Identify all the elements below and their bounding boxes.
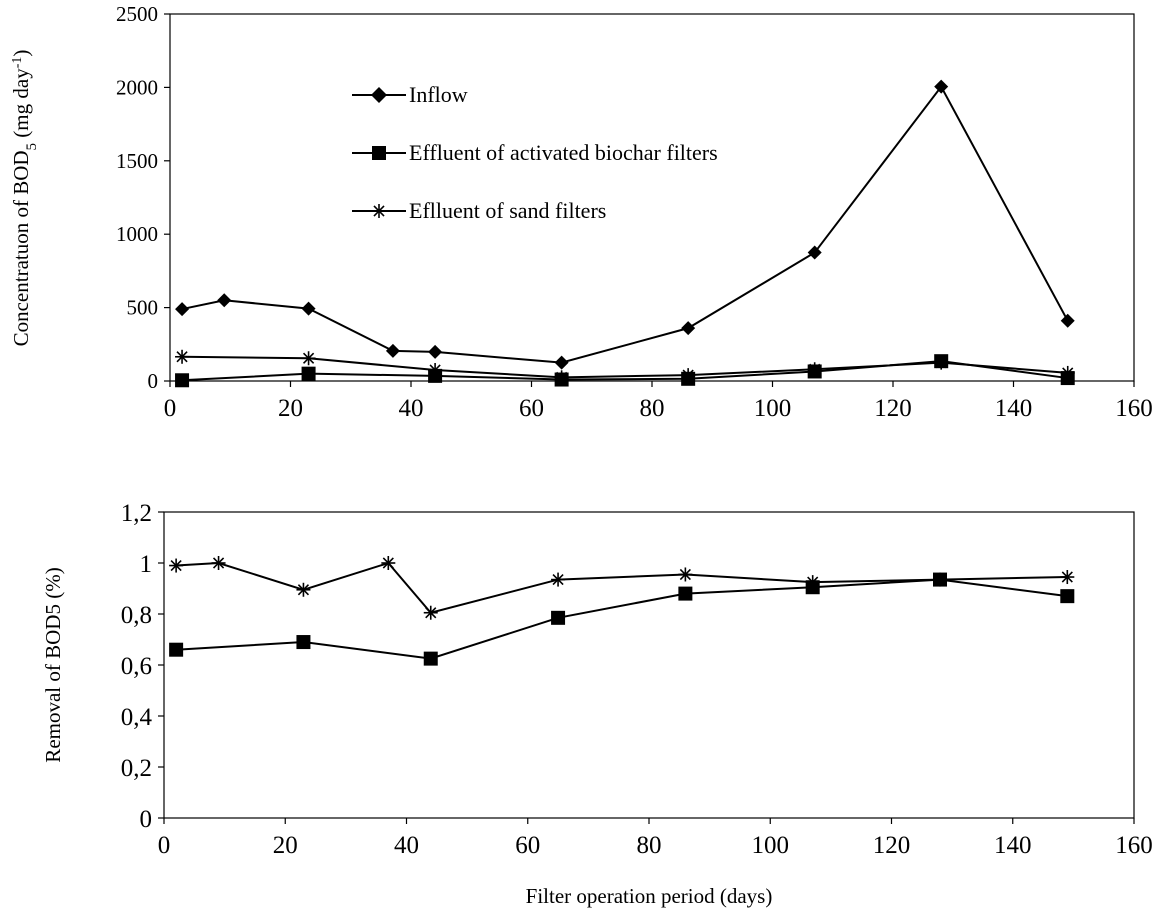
x-tick-label: 160 [1115, 395, 1153, 422]
data-point-square [301, 366, 316, 381]
x-tick-label: 0 [164, 395, 177, 422]
x-tick-label: 0 [158, 832, 171, 859]
data-point-diamond [175, 302, 190, 317]
data-point-asterisk [551, 572, 566, 587]
series-asterisk [169, 556, 1075, 620]
series-asterisk [175, 349, 1075, 385]
x-tick-label: 80 [637, 832, 662, 859]
legend-entry-sand: Eflluent of sand filters [352, 198, 606, 223]
series-line [181, 84, 1069, 364]
data-point-asterisk [554, 370, 569, 385]
data-point-square [933, 572, 947, 587]
plot-area-frame [163, 511, 1135, 819]
data-point-asterisk [301, 351, 316, 366]
data-point-diamond [934, 79, 949, 94]
y-tick-label: 0,6 [121, 653, 152, 680]
data-point-square [296, 635, 311, 650]
x-tick-label: 40 [394, 832, 419, 859]
data-point-asterisk [296, 582, 311, 597]
legend-label: Effluent of activated biochar filters [409, 140, 718, 165]
x-tick-label: 100 [754, 395, 792, 422]
data-point-square [169, 642, 184, 657]
data-point-square [423, 651, 438, 666]
series-line [176, 578, 1068, 660]
x-axis-label: Filter operation period (days) [526, 884, 773, 908]
data-point-asterisk [1060, 365, 1075, 380]
y-tick-label: 1 [140, 551, 153, 578]
bod-removal-chart: 00,20,40,60,811,2 0 20 40 60 80 100 120 140 160 … [41, 500, 1153, 908]
data-point-diamond [428, 344, 443, 359]
data-point-asterisk [428, 362, 443, 377]
data-point-asterisk [678, 567, 693, 582]
y-tick-label: 500 [127, 296, 159, 320]
x-tick-label: 120 [874, 395, 912, 422]
series-line [182, 355, 1068, 379]
data-point-square [175, 373, 190, 388]
y-tick-label: 1,2 [121, 500, 152, 527]
legend-label: Inflow [409, 82, 468, 107]
data-point-asterisk [934, 355, 949, 370]
square-marker [372, 146, 386, 160]
x-tick-label: 60 [519, 395, 544, 422]
data-point-diamond [217, 293, 232, 308]
y-tick-label: 0 [140, 806, 153, 833]
legend-entry-inflow: Inflow [352, 82, 468, 107]
series-line [176, 561, 1068, 614]
y-tick-label: 0 [148, 369, 159, 393]
data-point-square [805, 580, 820, 595]
plot-area-frame [169, 13, 1135, 382]
x-tick-label: 100 [752, 832, 790, 859]
data-point-diamond [807, 245, 822, 260]
data-point-asterisk [423, 605, 438, 620]
diamond-marker [371, 87, 387, 103]
data-point-asterisk [175, 349, 190, 364]
bod-concentration-chart: 0 500 1000 1500 2000 2500 0 20 40 60 80 100 120 140 1… [9, 2, 1153, 422]
data-point-asterisk [169, 558, 184, 573]
series-square [169, 572, 1075, 666]
x-tick-label: 20 [273, 832, 298, 859]
x-tick-label: 20 [278, 395, 303, 422]
asterisk-marker [372, 204, 386, 218]
y-tick-label: 2000 [116, 75, 158, 99]
y-tick-label: 1000 [116, 222, 158, 246]
x-tick-label: 140 [995, 395, 1033, 422]
data-point-asterisk [1060, 570, 1075, 585]
data-point-asterisk [372, 204, 386, 218]
data-point-diamond [681, 321, 696, 336]
data-point-asterisk [807, 362, 822, 377]
y-tick-label: 1500 [116, 149, 158, 173]
x-tick-label: 60 [515, 832, 540, 859]
x-tick-label: 80 [640, 395, 665, 422]
y-axis-label: Removal of BOD5 (%) [41, 567, 65, 762]
data-point-asterisk [381, 556, 396, 570]
legend-label: Eflluent of sand filters [409, 198, 606, 223]
y-tick-label: 0,8 [121, 602, 152, 629]
legend-entry-biochar: Effluent of activated biochar filters [352, 140, 718, 165]
data-point-square [551, 610, 566, 625]
y-tick-label: 0,4 [121, 704, 153, 731]
data-point-square [678, 586, 693, 601]
data-point-asterisk [681, 368, 696, 383]
data-point-square [1060, 589, 1075, 604]
x-tick-label: 160 [1115, 832, 1153, 859]
y-axis-label: Concentratuon of BOD5 (mg day-1) [9, 50, 40, 347]
data-point-diamond [1060, 313, 1075, 328]
legend: Inflow Effluent of activated biochar fil… [352, 82, 718, 223]
y-tick-label: 0,2 [121, 755, 152, 782]
x-tick-label: 40 [399, 395, 424, 422]
x-tick-label: 140 [994, 832, 1032, 859]
data-point-diamond [554, 355, 569, 370]
y-tick-label: 2500 [116, 2, 158, 26]
x-tick-label: 120 [873, 832, 911, 859]
data-point-diamond [385, 343, 400, 358]
data-point-diamond [301, 301, 316, 316]
series-diamond [175, 79, 1075, 370]
data-point-asterisk [211, 556, 226, 570]
